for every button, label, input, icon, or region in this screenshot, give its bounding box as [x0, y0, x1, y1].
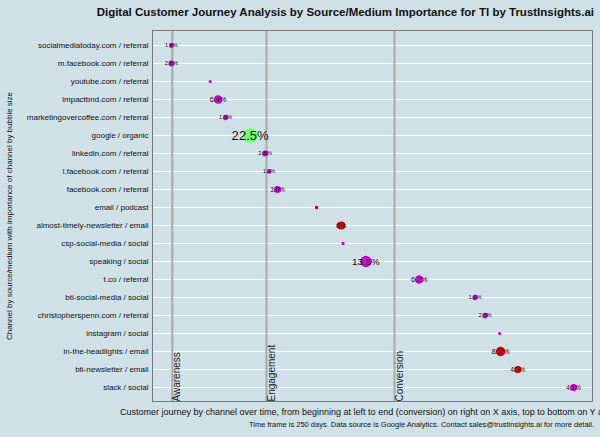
svg-text:1.9%: 1.9% — [219, 114, 232, 120]
svg-text:l.facebook.com / referral: l.facebook.com / referral — [63, 167, 149, 176]
svg-text:in-the-headlights / email: in-the-headlights / email — [64, 347, 149, 356]
svg-text:youtube.com / referral: youtube.com / referral — [71, 77, 149, 86]
svg-text:speaking / social: speaking / social — [89, 257, 148, 266]
svg-text:2.6%: 2.6% — [165, 60, 179, 66]
svg-text:csp-social-media / social: csp-social-media / social — [61, 239, 148, 248]
svg-text:email / podcast: email / podcast — [95, 203, 150, 212]
svg-text:2.8%: 2.8% — [258, 150, 272, 156]
svg-text:4.1%: 4.1% — [566, 384, 581, 391]
svg-text:Conversion: Conversion — [394, 351, 405, 402]
svg-text:4.3%: 4.3% — [510, 366, 525, 373]
html-text:Digital Customer Journey Analy: Digital Customer Journey Analysis by Sou… — [96, 6, 594, 18]
svg-text:Engagement: Engagement — [266, 345, 277, 402]
svg-text:22.5%: 22.5% — [232, 128, 269, 143]
svg-text:m.facebook.com / referral: m.facebook.com / referral — [58, 59, 149, 68]
svg-text:t.co / referral: t.co / referral — [104, 275, 149, 284]
svg-text:marketingovercoffee.com / refe: marketingovercoffee.com / referral — [27, 113, 149, 122]
svg-text:8.2%: 8.2% — [491, 347, 509, 356]
svg-text:socialmediatoday.com / referra: socialmediatoday.com / referral — [38, 41, 149, 50]
svg-text:1.3%: 1.3% — [263, 168, 276, 174]
html-text:Time frame is 250 days. Data s: Time frame is 250 days. Data source is G… — [249, 420, 594, 429]
svg-text:instagram / social: instagram / social — [86, 329, 148, 338]
svg-text:linkedin.com / referral: linkedin.com / referral — [72, 149, 149, 158]
svg-text:impactbnd.com / referral: impactbnd.com / referral — [62, 95, 148, 104]
svg-text:bti-social-media / social: bti-social-media / social — [65, 293, 148, 302]
svg-text:Channel by source/medium with: Channel by source/medium with importance… — [5, 91, 14, 340]
svg-text:6.2%: 6.2% — [411, 275, 428, 284]
svg-text:2.3%: 2.3% — [479, 312, 492, 318]
svg-text:bti-newsletter / email: bti-newsletter / email — [75, 365, 149, 374]
svg-text:google / organic: google / organic — [92, 131, 149, 140]
svg-text:1.6%: 1.6% — [165, 42, 178, 48]
svg-text:Awareness: Awareness — [171, 352, 182, 401]
svg-text:6%: 6% — [336, 222, 347, 230]
svg-text:almost-timely-newsletter / ema: almost-timely-newsletter / email — [36, 221, 148, 230]
svg-text:13.5%: 13.5% — [352, 256, 380, 267]
svg-text:1.9%: 1.9% — [469, 294, 482, 300]
svg-text:6.4%: 6.4% — [210, 95, 227, 104]
svg-text:3.9%: 3.9% — [270, 186, 285, 193]
svg-text:facebook.com / referral: facebook.com / referral — [67, 185, 149, 194]
svg-text:christopherspenn.com / referra: christopherspenn.com / referral — [38, 311, 149, 320]
svg-text:slack / social: slack / social — [103, 383, 149, 392]
